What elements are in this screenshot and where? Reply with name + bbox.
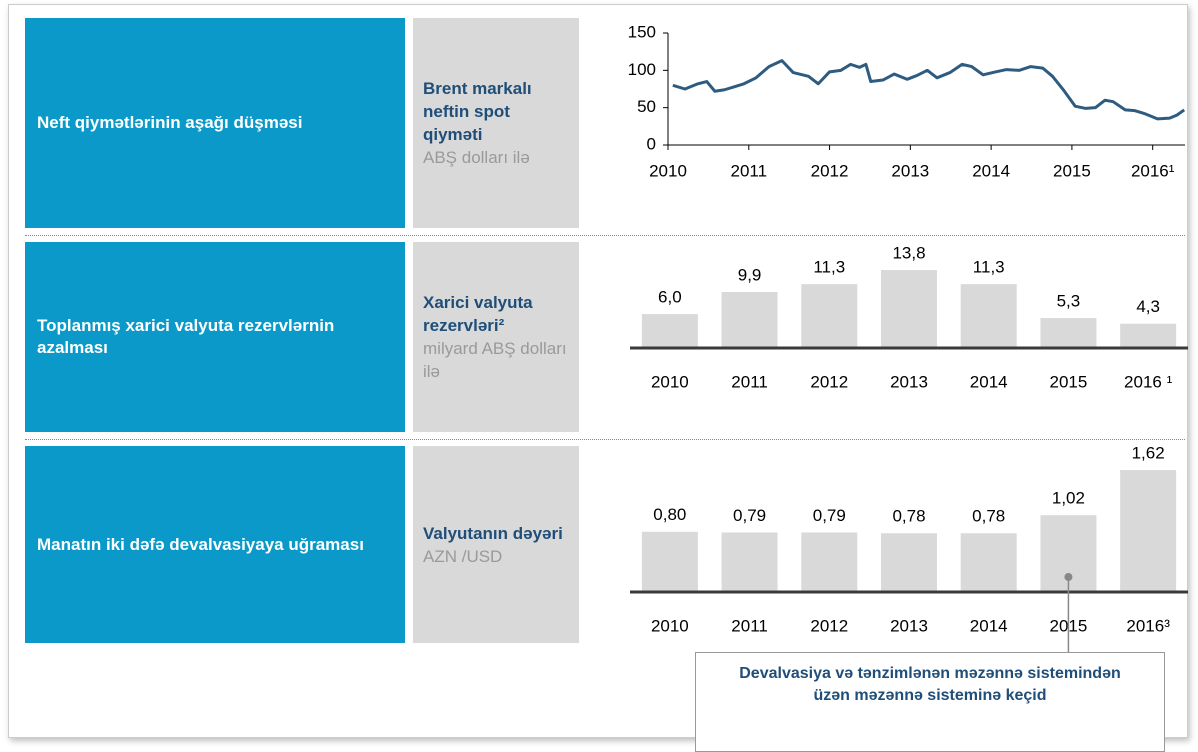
line-series [672,59,1186,121]
y-tick-label: 50 [637,97,656,116]
x-tick-label: 2010 [649,161,687,180]
x-tick-label: 2012 [811,161,849,180]
x-tick-label: 2010 [651,616,689,635]
value-label: 0,78 [972,507,1005,526]
description-title: Valyutanın dəyəri [423,523,563,543]
bar [801,532,858,592]
separator [25,439,1185,440]
bar [1120,470,1177,592]
x-tick-label: 2016 ¹ [1124,372,1173,391]
description-title: Brent markalı neftin spot qiyməti [423,79,532,144]
x-tick-label: 2011 [731,161,768,180]
bar [960,533,1017,592]
x-tick-label: 2012 [810,372,848,391]
x-tick-label: 2010 [651,372,689,391]
value-label: 4,3 [1136,297,1160,316]
x-tick-label: 2013 [890,372,928,391]
bar [960,284,1017,348]
row-title: Toplanmış xarici valyuta rezervlərnin az… [25,242,405,432]
x-tick-label: 2014 [972,161,1010,180]
x-tick-label: 2016³ [1126,616,1170,635]
row-title: Manatın iki dəfə devalvasiyaya uğraması [25,446,405,643]
x-tick-label: 2014 [970,372,1008,391]
x-tick-label: 2014 [970,616,1008,635]
bar [721,532,778,592]
value-label: 0,80 [653,505,686,524]
x-tick-label: 2013 [890,616,928,635]
separator [25,235,1185,236]
y-tick-label: 0 [647,134,656,153]
description-unit: milyard ABŞ dolları ilə [423,339,567,381]
value-label: 11,3 [813,258,845,277]
bar [801,284,858,348]
value-label: 13,8 [892,243,925,262]
bar [641,531,698,592]
value-label: 0,78 [892,507,925,526]
value-label: 6,0 [658,288,682,307]
y-tick-label: 150 [628,22,656,41]
x-tick-label: 2016¹ [1131,161,1175,180]
annotation: Devalvasiya və tənzimlənən məzənnə siste… [695,652,1165,752]
bar [881,270,937,348]
x-tick-label: 2015 [1053,161,1091,180]
bar [641,314,698,348]
description-unit: AZN /USD [423,546,503,566]
row-description: Brent markalı neftin spot qiyməti ABŞ dol… [413,18,579,228]
value-label: 1,62 [1132,443,1165,462]
x-tick-label: 2013 [891,161,929,180]
value-label: 0,79 [813,506,846,525]
x-tick-label: 2012 [810,616,848,635]
row-description: Xarici valyuta rezervləri² milyard ABŞ do… [413,242,579,432]
y-tick-label: 100 [628,60,656,79]
value-label: 0,79 [733,506,766,525]
bar [1040,318,1097,348]
bar [1120,323,1177,348]
bar [721,292,778,348]
value-label: 5,3 [1057,292,1081,311]
bar [881,533,937,592]
x-tick-label: 2011 [731,372,768,391]
description-unit: ABŞ dolları ilə [423,148,530,167]
row-title: Neft qiymətlərinin aşağı düşməsi [25,18,405,228]
x-tick-label: 2011 [731,616,768,635]
description-title: Xarici valyuta rezervləri² [423,293,533,335]
x-tick-label: 2015 [1050,372,1088,391]
value-label: 9,9 [738,266,762,285]
row-description: Valyutanın dəyəri AZN /USD [413,446,579,643]
value-label: 11,3 [973,258,1005,277]
value-label: 1,02 [1052,489,1085,508]
